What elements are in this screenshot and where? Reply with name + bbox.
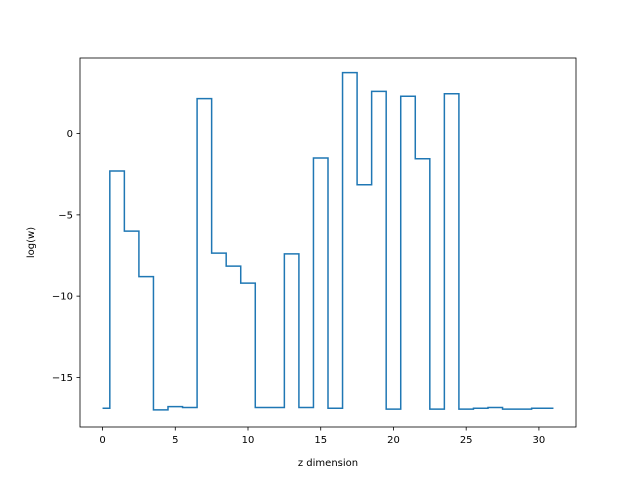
x-tick-label: 0 xyxy=(99,435,105,446)
x-tick-label: 30 xyxy=(533,435,546,446)
x-axis-label: z dimension xyxy=(298,458,358,469)
y-tick-label: −15 xyxy=(52,373,73,384)
x-tick-label: 25 xyxy=(460,435,473,446)
series-line xyxy=(102,71,554,411)
y-tick-label: −5 xyxy=(58,210,73,221)
x-tick-label: 10 xyxy=(242,435,255,446)
y-axis-label: log(w) xyxy=(26,227,37,258)
x-tick-label: 5 xyxy=(172,435,178,446)
x-tick-label: 15 xyxy=(314,435,327,446)
plot-frame xyxy=(79,57,577,428)
ticks: 0 5 10 15 20 25 30 −15 −10 −5 0 xyxy=(52,129,545,446)
x-tick-label: 20 xyxy=(387,435,400,446)
y-tick-label: 0 xyxy=(67,129,73,140)
y-tick-label: −10 xyxy=(52,292,73,303)
